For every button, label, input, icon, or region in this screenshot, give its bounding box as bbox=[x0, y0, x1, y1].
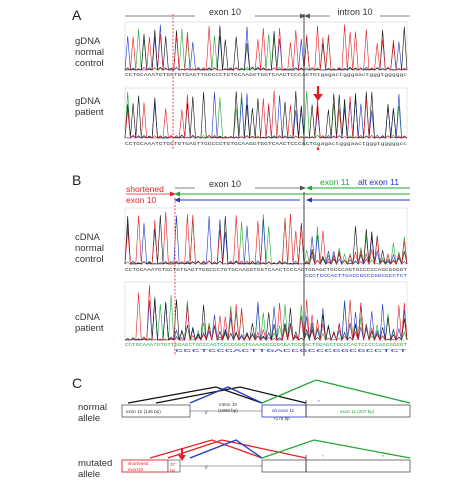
alt-exon11-long-arrowhead-b bbox=[174, 197, 180, 203]
row-label-gdna-normal-1: gDNA bbox=[75, 36, 101, 47]
panel-c: C normal allele exon 10 (146 bp) intron … bbox=[72, 375, 411, 480]
exon10-label-b: exon 10 bbox=[209, 179, 241, 189]
normal-allele-label-1: normal bbox=[78, 402, 107, 413]
row-label-gdna-normal-3: control bbox=[75, 58, 104, 69]
chromatogram-gdna-normal bbox=[124, 21, 408, 71]
intron10-label-a: intron 10 bbox=[337, 7, 372, 17]
intron10-arrowhead-a bbox=[304, 13, 310, 19]
exon10-label-bg-b bbox=[195, 178, 255, 191]
alt-exon11-box-label-2: +176 bp bbox=[273, 416, 290, 421]
exon11-arrowhead-b bbox=[306, 185, 312, 191]
exon10-arrowhead-a bbox=[300, 13, 306, 19]
row-label-cdna-normal-3: control bbox=[75, 254, 104, 265]
normal-exon10-box-label: exon 10 (146 bp) bbox=[126, 409, 161, 414]
intron10-label-bg-a bbox=[330, 6, 380, 19]
shortened-label-b-1: shortened bbox=[126, 184, 164, 194]
mutation-arrow-icon bbox=[313, 86, 323, 101]
shortened-label-b-2: exon 10 bbox=[126, 195, 157, 205]
bp-note-2: bp bbox=[170, 468, 176, 473]
normal-exon11-box-label: exon 11 (207 bp) bbox=[340, 409, 375, 414]
exon10-label-bg-a bbox=[195, 6, 255, 19]
sequence-gdna-normal: CCTGCAAATGTGCTGTGAGTTGGCCCTGTGCAAGGTGGTC… bbox=[125, 73, 408, 78]
row-label-cdna-normal-2: normal bbox=[75, 243, 104, 254]
sequence-cdna-patient-alt: CCCTCCCACTTGACCGCCCGGCGCCTCT bbox=[175, 349, 408, 354]
sequence-cdna-patient: CCTGCAAATGTGTTGGAGCTGCCCAGTCCCCGGCTGAAAG… bbox=[125, 343, 408, 348]
shortened-arrowhead-b bbox=[170, 191, 176, 197]
exon10-label-a: exon 10 bbox=[209, 7, 241, 17]
chromatogram-cdna-normal bbox=[124, 207, 408, 266]
mutation-caret-icon bbox=[316, 146, 320, 150]
splice-arc-black-1 bbox=[127, 386, 263, 404]
bp-note-1: 37 bbox=[170, 462, 176, 467]
splice-arc-blue-normal bbox=[189, 386, 263, 404]
row-label-cdna-normal-1: cDNA bbox=[75, 232, 100, 243]
panel-b: B exon 10 shortened exon 10 exon 11 alt … bbox=[72, 172, 410, 356]
row-label-cdna-patient-1: cDNA bbox=[75, 312, 100, 323]
mutated-exon11-box bbox=[305, 459, 411, 473]
trace-frame bbox=[124, 281, 408, 341]
exon11-label-b: exon 11 bbox=[320, 177, 350, 187]
trace-line bbox=[124, 24, 408, 71]
mutated-asterisk-1: * bbox=[322, 454, 324, 459]
intron-label-2: (1909 bp) bbox=[218, 408, 238, 413]
trace-line bbox=[124, 25, 408, 71]
sequence-gdna-patient: CCTGCAAATGTGCTGTGAGTTGGCCCTGTGCAAGGTGGTC… bbox=[125, 142, 408, 147]
mutated-asterisk-2: * bbox=[382, 454, 384, 459]
normal-asterisk: * bbox=[318, 399, 320, 404]
panel-a: A exon 10 intron 10 gDNA normal control … bbox=[72, 6, 410, 150]
trace-frame bbox=[124, 87, 408, 139]
exon10-arrowhead-b bbox=[300, 185, 306, 191]
normal-break-mark: // bbox=[205, 410, 208, 415]
splice-arc-black-2 bbox=[155, 386, 307, 404]
trace-line bbox=[124, 90, 408, 139]
trace-line bbox=[124, 285, 408, 342]
trace-line bbox=[124, 24, 408, 71]
normal-allele-label-2: allele bbox=[78, 413, 100, 424]
exon11-long-arrowhead-b bbox=[174, 191, 180, 197]
shortened-box-label-2: exon10 bbox=[128, 467, 144, 472]
sequence-cdna-normal-alt: CCCTCCCACTTGACCGCCCGGCGCCTCT bbox=[305, 274, 408, 279]
mutated-allele-label-1: mutated bbox=[78, 458, 112, 469]
row-label-gdna-patient-1: gDNA bbox=[75, 96, 101, 107]
mutated-37bp-box bbox=[167, 459, 181, 473]
mutated-alt-exon11-box bbox=[261, 459, 307, 473]
intron-label-1: intron 10 bbox=[219, 402, 237, 407]
splice-arc-red-1 bbox=[149, 439, 263, 459]
mutated-allele-label-2: allele bbox=[78, 469, 100, 480]
trace-line bbox=[124, 211, 408, 266]
panel-b-letter: B bbox=[72, 172, 81, 188]
splice-arc-blue-mutated bbox=[189, 439, 263, 459]
splice-arc-green-normal bbox=[261, 379, 411, 404]
row-label-gdna-patient-2: patient bbox=[75, 107, 104, 118]
alt-exon11-arrowhead-b bbox=[306, 197, 312, 203]
alt-exon11-box-label-1: alt exon 11 bbox=[272, 408, 295, 413]
sequence-cdna-normal: CCTGCAAATGTGCTGTGAGTTGGCCCTGTGCAAGGTGGTC… bbox=[125, 268, 408, 273]
mutated-break-mark: // bbox=[205, 465, 208, 470]
shortened-box-label-1: shortened bbox=[128, 461, 149, 466]
chromatogram-gdna-patient bbox=[124, 87, 408, 139]
trace-line bbox=[124, 91, 408, 139]
row-label-gdna-normal-2: normal bbox=[75, 47, 104, 58]
panel-a-letter: A bbox=[72, 7, 82, 23]
normal-exon10-box bbox=[121, 404, 191, 418]
panel-c-letter: C bbox=[72, 375, 82, 391]
alt-exon11-label-b: alt exon 11 bbox=[358, 177, 399, 187]
splice-arc-green-mutated bbox=[261, 439, 411, 459]
row-label-cdna-patient-2: patient bbox=[75, 323, 104, 334]
chromatogram-cdna-patient bbox=[124, 281, 408, 342]
trace-frame bbox=[124, 21, 408, 71]
